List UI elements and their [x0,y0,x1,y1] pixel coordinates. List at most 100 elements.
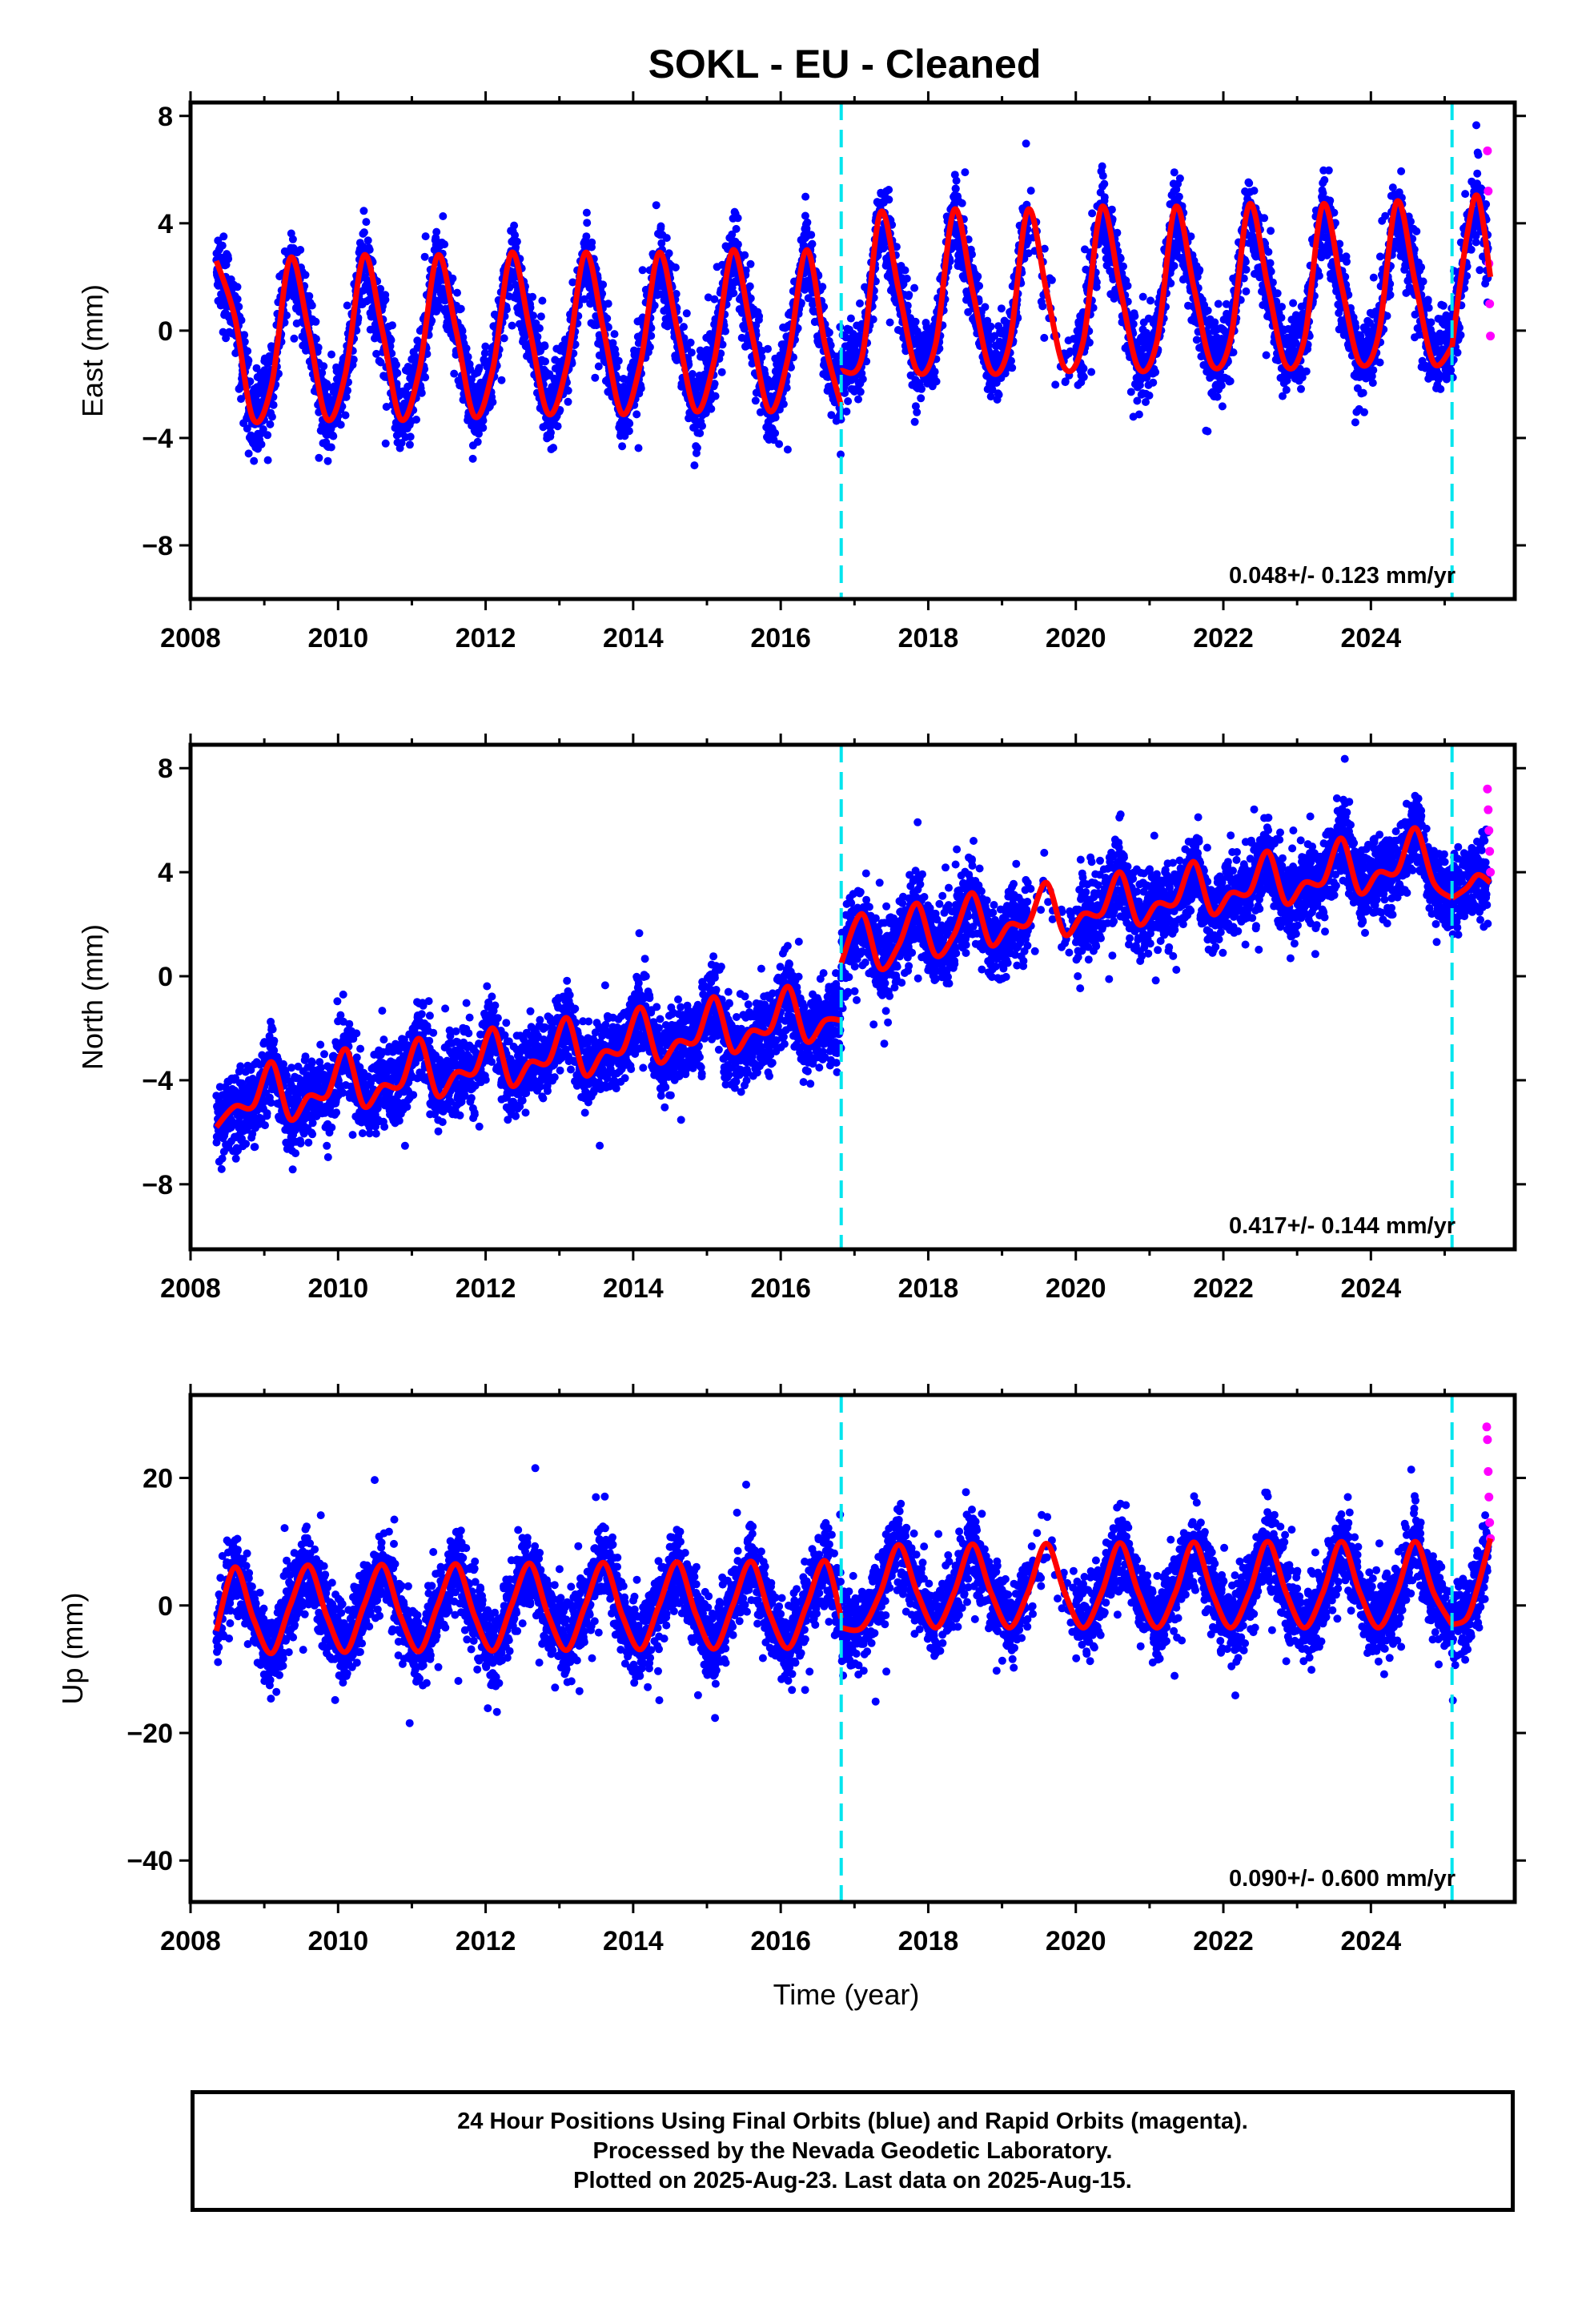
data-point [243,424,251,433]
data-point [536,312,545,321]
data-point [1023,237,1032,246]
data-point [775,440,784,448]
data-point [994,390,1003,399]
data-point [1001,369,1010,378]
data-point [553,422,562,431]
data-point [267,412,276,421]
data-point [233,283,242,292]
data-point [634,444,643,452]
data-point [305,292,314,300]
data-point [397,439,406,448]
data-point [858,375,867,384]
data-point [1024,249,1033,258]
data-point [222,334,231,343]
data-point [846,314,855,323]
data-point [250,456,259,465]
data-point [645,343,654,352]
data-point [854,395,862,404]
data-point [826,341,835,350]
data-point [869,315,877,324]
data-point [710,295,719,304]
data-point [1166,279,1175,287]
data-point [1142,398,1150,406]
data-point [1026,187,1035,195]
data-point [687,348,696,357]
data-point [1051,380,1060,389]
data-point [632,410,641,419]
data-point [263,431,272,440]
data-point [311,317,320,326]
data-point [721,327,729,336]
data-point [1061,377,1070,386]
data-point [1146,296,1154,305]
data-point [327,443,335,452]
data-point [696,429,705,437]
data-point [717,368,726,376]
data-point [283,311,291,320]
data-point [359,207,368,215]
data-point [479,424,488,432]
data-point [1170,262,1178,270]
data-point [856,388,865,396]
data-point [290,334,299,343]
data-point [381,439,390,448]
data-point [682,309,691,318]
data-point [1186,232,1195,241]
data-point [827,411,836,420]
data-point [479,416,488,425]
data-point [505,283,514,292]
data-point [219,328,227,336]
data-point [540,342,549,351]
data-point [1085,338,1094,347]
data-point [392,360,400,369]
data-point [1134,410,1143,419]
data-point [594,362,603,371]
data-point [372,349,381,358]
data-point [625,419,634,428]
data-point [930,368,939,376]
data-point [771,428,780,437]
data-point [363,236,372,245]
data-point [885,195,893,204]
figure-title: SOKL - EU - Cleaned [648,42,1042,86]
data-point [680,323,688,332]
data-point [917,384,926,393]
data-point [497,376,506,384]
data-point [818,283,827,292]
data-point [412,416,420,424]
data-point [647,324,656,332]
data-point [1123,281,1132,290]
data-point [986,392,995,401]
data-point [583,219,592,227]
data-point [1192,336,1201,344]
data-point [582,232,591,241]
data-point [1175,174,1184,183]
data-point [448,274,457,283]
data-point [535,324,544,332]
data-point [905,291,913,300]
data-point [266,420,275,428]
data-point [1250,187,1259,195]
data-point [688,370,697,378]
data-point [975,282,984,290]
data-point [913,408,921,416]
data-point [314,344,323,352]
data-point [393,368,402,377]
data-point [981,303,990,312]
data-point [1129,320,1138,328]
data-point [453,288,461,297]
data-point [387,336,396,344]
data-point [1098,171,1107,180]
data-point [564,386,572,395]
data-point [1145,391,1154,400]
data-point [741,251,749,259]
data-point [582,208,591,217]
data-point [1116,254,1125,263]
data-point [1100,179,1109,188]
data-point [1211,318,1219,327]
data-point [656,222,665,231]
data-point [1087,368,1096,376]
data-point [604,323,612,332]
data-point [1098,162,1106,171]
